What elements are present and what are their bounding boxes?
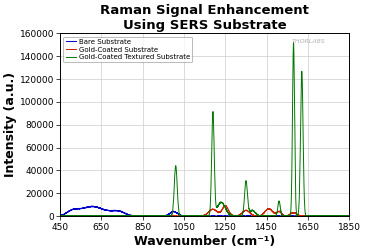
Gold-Coated Textured Substrate bbox=[231, 214, 236, 217]
Gold-Coated Textured Substrate bbox=[291, 41, 296, 44]
Gold-Coated Substrate bbox=[347, 214, 351, 217]
Bare Substrate bbox=[231, 214, 236, 217]
Line: Gold-Coated Textured Substrate: Gold-Coated Textured Substrate bbox=[60, 42, 349, 216]
Legend: Bare Substrate, Gold-Coated Substrate, Gold-Coated Textured Substrate: Bare Substrate, Gold-Coated Substrate, G… bbox=[64, 37, 192, 62]
Gold-Coated Substrate bbox=[223, 204, 227, 207]
Gold-Coated Textured Substrate bbox=[168, 215, 173, 218]
Gold-Coated Textured Substrate bbox=[246, 201, 250, 204]
Bare Substrate bbox=[111, 209, 115, 212]
Bare Substrate bbox=[90, 205, 95, 208]
Gold-Coated Textured Substrate bbox=[110, 215, 115, 218]
Gold-Coated Substrate bbox=[168, 214, 173, 217]
Title: Raman Signal Enhancement
Using SERS Substrate: Raman Signal Enhancement Using SERS Subs… bbox=[100, 4, 309, 32]
Bare Substrate bbox=[274, 214, 278, 217]
Line: Gold-Coated Substrate: Gold-Coated Substrate bbox=[60, 206, 349, 216]
Bare Substrate bbox=[347, 214, 351, 217]
Bare Substrate bbox=[169, 211, 173, 214]
Bare Substrate bbox=[296, 215, 300, 218]
Gold-Coated Substrate bbox=[296, 213, 300, 216]
Gold-Coated Substrate bbox=[58, 214, 62, 217]
Gold-Coated Substrate bbox=[231, 214, 236, 217]
Text: THORLABS: THORLABS bbox=[292, 39, 325, 44]
Bare Substrate bbox=[58, 214, 62, 217]
Y-axis label: Intensity (a.u.): Intensity (a.u.) bbox=[4, 72, 17, 177]
Bare Substrate bbox=[246, 214, 250, 217]
Gold-Coated Substrate bbox=[274, 211, 278, 214]
Gold-Coated Substrate bbox=[246, 210, 250, 213]
X-axis label: Wavenumber (cm⁻¹): Wavenumber (cm⁻¹) bbox=[134, 235, 275, 248]
Gold-Coated Substrate bbox=[111, 215, 115, 218]
Line: Bare Substrate: Bare Substrate bbox=[60, 206, 349, 216]
Gold-Coated Textured Substrate bbox=[58, 215, 62, 218]
Bare Substrate bbox=[131, 215, 135, 218]
Gold-Coated Textured Substrate bbox=[296, 214, 300, 217]
Gold-Coated Textured Substrate bbox=[347, 215, 351, 218]
Gold-Coated Substrate bbox=[58, 215, 62, 218]
Gold-Coated Textured Substrate bbox=[274, 214, 278, 217]
